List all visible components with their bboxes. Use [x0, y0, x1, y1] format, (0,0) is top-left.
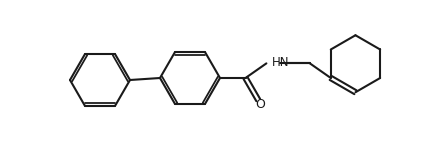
- Text: O: O: [255, 98, 265, 111]
- Text: HN: HN: [271, 56, 289, 69]
